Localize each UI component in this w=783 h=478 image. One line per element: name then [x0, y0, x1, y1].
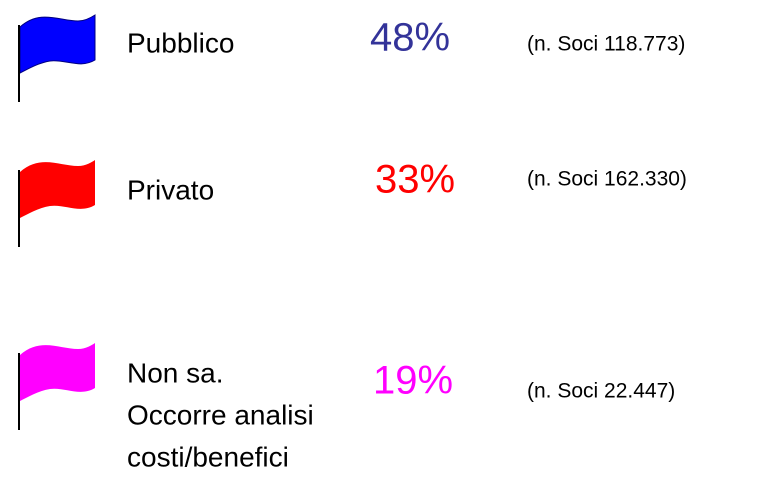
flag: [20, 343, 95, 401]
item-label: Privato: [127, 174, 214, 205]
item-label: Pubblico: [127, 27, 234, 58]
item-note: (n. Soci 118.773): [527, 33, 685, 56]
item-note: (n. Soci 162.330): [527, 168, 687, 191]
item-percent: 33%: [375, 158, 455, 202]
item-percent: 19%: [373, 359, 453, 403]
item-label: Occorre analisi: [127, 399, 314, 430]
item-percent: 48%: [370, 16, 450, 60]
flag: [19, 14, 96, 74]
item-label: costi/benefici: [127, 441, 289, 472]
flag: [20, 160, 95, 218]
item-label: Non sa.: [127, 357, 224, 388]
item-note: (n. Soci 22.447): [527, 380, 675, 403]
